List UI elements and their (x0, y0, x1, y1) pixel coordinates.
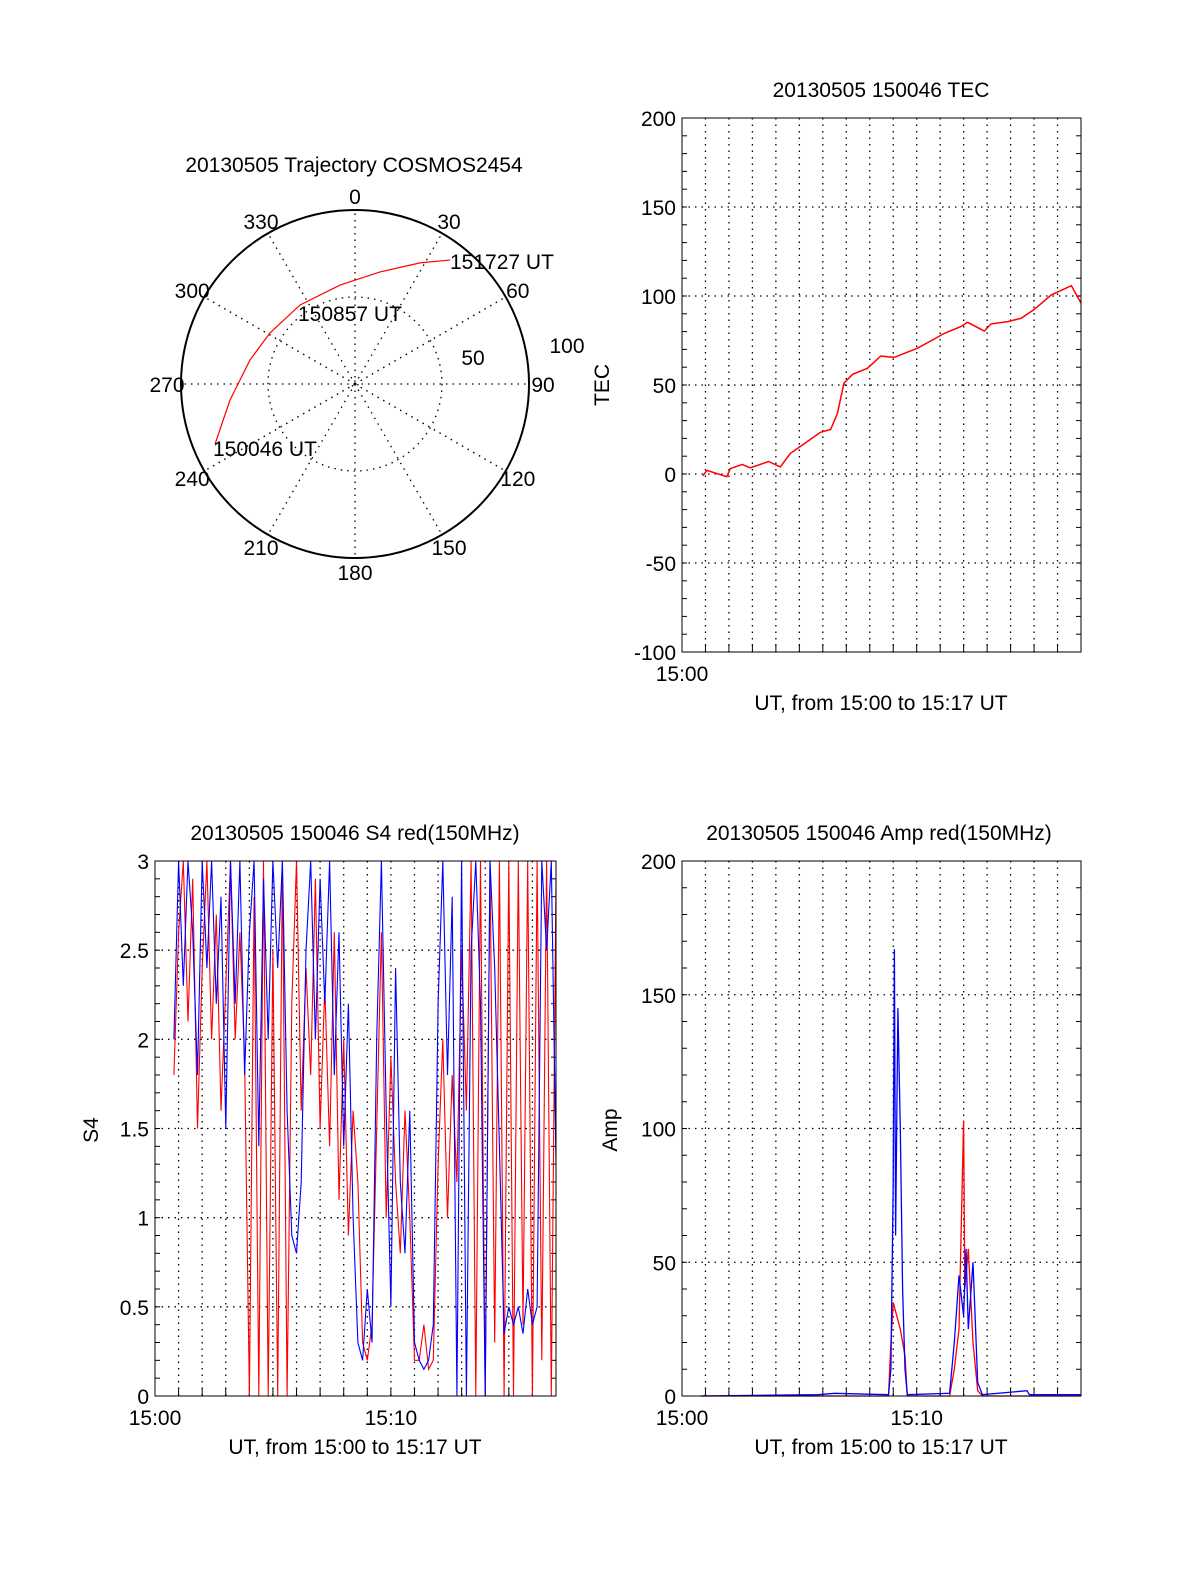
polar-azimuth-label: 120 (500, 468, 535, 491)
tec-xlabel: UT, from 15:00 to 15:17 UT (754, 692, 1007, 715)
series-line-tec (702, 284, 1082, 478)
y-tick-label: 200 (641, 108, 676, 131)
s4-xlabel: UT, from 15:00 to 15:17 UT (228, 1436, 481, 1459)
y-tick-label: 150 (641, 197, 676, 220)
amp-chart: 20130505 150046 Amp red(150MHz) UT, from… (599, 822, 1082, 1459)
polar-azimuth-label: 240 (175, 468, 210, 491)
polar-trajectory-chart: 20130505 Trajectory COSMOS2454 0 30 60 90 12… (149, 154, 584, 585)
polar-azimuth-label: 210 (243, 537, 278, 560)
x-tick-label: 15:00 (656, 663, 709, 686)
polar-azimuth-label: 30 (437, 211, 460, 234)
trajectory-line (214, 259, 451, 445)
trajectory-start-label: 150046 UT (213, 438, 317, 461)
amp-xlabel: UT, from 15:00 to 15:17 UT (754, 1436, 1007, 1459)
series-line-blue (700, 949, 1081, 1397)
trajectory-end-label: 151727 UT (450, 251, 554, 274)
s4-title: 20130505 150046 S4 red(150MHz) (190, 822, 519, 845)
polar-azimuth-label: 90 (531, 374, 554, 397)
tec-ylabel: TEC (591, 364, 614, 406)
plot-frame (681, 860, 1082, 1397)
polar-azimuth-label: 60 (506, 280, 529, 303)
series-line-blue (173, 860, 557, 1397)
tec-title: 20130505 150046 TEC (773, 79, 990, 102)
s4-ylabel: S4 (80, 1117, 103, 1143)
polar-azimuth-label: 270 (149, 374, 184, 397)
series-line-red (173, 860, 557, 1397)
polar-azimuth-label: 0 (349, 186, 361, 209)
plot-frame (154, 860, 557, 1397)
s4-chart: 20130505 150046 S4 red(150MHz) UT, from … (80, 822, 557, 1459)
y-tick-label: 100 (641, 286, 676, 309)
y-tick-label: -50 (646, 553, 676, 576)
tec-chart: 20130505 150046 TEC UT, from 15:00 to 15… (591, 79, 1082, 715)
y-tick-label: 100 (641, 1119, 676, 1142)
x-tick-label: 15:00 (129, 1407, 182, 1430)
y-tick-label: 1 (137, 1208, 149, 1231)
y-tick-label: 2 (137, 1029, 149, 1052)
polar-outer-circle (180, 209, 530, 559)
polar-ring-50 (267, 296, 443, 472)
polar-spoke (354, 383, 443, 536)
y-tick-label: 0 (664, 464, 676, 487)
x-tick-label: 15:00 (656, 1407, 709, 1430)
y-tick-label: 0.5 (120, 1297, 149, 1320)
y-tick-label: 50 (653, 1252, 676, 1275)
x-tick-label: 15:10 (890, 1407, 943, 1430)
amp-ylabel: Amp (599, 1108, 622, 1151)
y-tick-label: 2.5 (120, 940, 149, 963)
polar-azimuth-label: 180 (337, 562, 372, 585)
polar-radial-label: 100 (549, 335, 584, 358)
y-tick-label: 1.5 (120, 1119, 149, 1142)
y-tick-label: 3 (137, 851, 149, 874)
y-tick-label: 0 (137, 1386, 149, 1409)
plot-frame (681, 117, 1082, 653)
polar-radial-label: 50 (461, 347, 484, 370)
polar-center (351, 380, 359, 388)
y-tick-label: 150 (641, 985, 676, 1008)
polar-azimuth-label: 150 (431, 537, 466, 560)
x-tick-label: 15:10 (365, 1407, 418, 1430)
polar-azimuth-label: 330 (243, 211, 278, 234)
y-tick-label: 50 (653, 375, 676, 398)
y-tick-label: -100 (634, 642, 676, 665)
series-line-red (700, 1120, 1081, 1397)
y-tick-label: 0 (664, 1386, 676, 1409)
polar-azimuth-label: 300 (175, 280, 210, 303)
trajectory-mid-label: 150857 UT (298, 303, 402, 326)
amp-title: 20130505 150046 Amp red(150MHz) (706, 822, 1052, 845)
polar-title: 20130505 Trajectory COSMOS2454 (185, 154, 523, 177)
y-tick-label: 200 (641, 851, 676, 874)
